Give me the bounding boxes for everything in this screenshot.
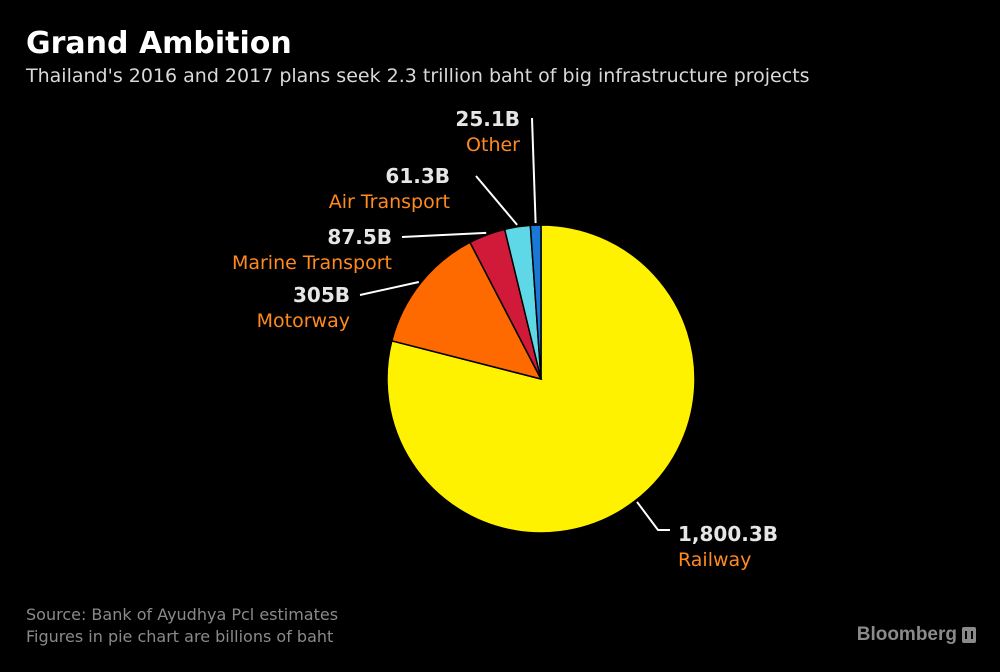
value-label-other: 25.1B [455,107,520,131]
leader-line-other [531,117,537,224]
leader-line-marine-transport [401,231,487,238]
brand-name: Bloomberg [856,624,957,645]
chart-title: Grand Ambition [26,26,292,61]
category-label-air-transport: Air Transport [329,191,450,213]
source-note: Source: Bank of Ayudhya Pcl estimates Fi… [26,604,338,648]
category-label-motorway: Motorway [257,310,350,332]
category-label-other: Other [466,134,520,156]
bloomberg-logo-icon [962,627,976,643]
value-label-marine-transport: 87.5B [327,225,392,249]
units-note: Figures in pie chart are billions of bah… [26,627,334,646]
leader-line-motorway [359,281,420,296]
source-line: Source: Bank of Ayudhya Pcl estimates [26,605,339,624]
value-label-railway: 1,800.3B [678,522,778,546]
category-label-marine-transport: Marine Transport [232,252,392,274]
brand-logo: Bloomberg [857,623,976,647]
value-label-air-transport: 61.3B [385,164,450,188]
category-label-railway: Railway [678,549,751,571]
chart-subtitle: Thailand's 2016 and 2017 plans seek 2.3 … [26,65,810,87]
leader-line-railway [636,501,670,531]
pie-slice-other [529,224,542,380]
value-label-motorway: 305B [293,283,350,307]
leader-line-air-transport [475,175,518,226]
pie-slice-motorway [390,241,543,381]
